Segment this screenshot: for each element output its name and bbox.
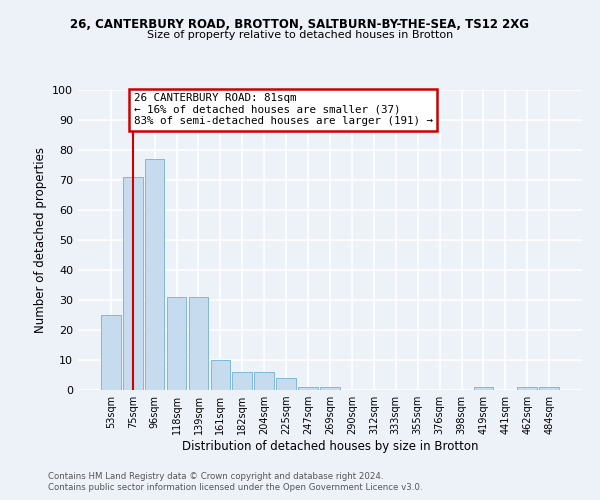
Bar	[539, 387, 559, 390]
Bar	[188, 297, 208, 390]
Bar	[145, 159, 164, 390]
Bar	[101, 315, 121, 390]
Bar	[232, 372, 252, 390]
Text: Contains HM Land Registry data © Crown copyright and database right 2024.: Contains HM Land Registry data © Crown c…	[48, 472, 383, 481]
Bar	[211, 360, 230, 390]
Bar	[276, 378, 296, 390]
Bar	[123, 177, 143, 390]
Bar	[473, 387, 493, 390]
Y-axis label: Number of detached properties: Number of detached properties	[34, 147, 47, 333]
Bar	[298, 387, 318, 390]
Bar	[167, 297, 187, 390]
Text: 26, CANTERBURY ROAD, BROTTON, SALTBURN-BY-THE-SEA, TS12 2XG: 26, CANTERBURY ROAD, BROTTON, SALTBURN-B…	[71, 18, 530, 30]
Text: 26 CANTERBURY ROAD: 81sqm
← 16% of detached houses are smaller (37)
83% of semi-: 26 CANTERBURY ROAD: 81sqm ← 16% of detac…	[134, 93, 433, 126]
Text: Size of property relative to detached houses in Brotton: Size of property relative to detached ho…	[147, 30, 453, 40]
X-axis label: Distribution of detached houses by size in Brotton: Distribution of detached houses by size …	[182, 440, 478, 453]
Bar	[517, 387, 537, 390]
Bar	[320, 387, 340, 390]
Text: Contains public sector information licensed under the Open Government Licence v3: Contains public sector information licen…	[48, 484, 422, 492]
Bar	[254, 372, 274, 390]
